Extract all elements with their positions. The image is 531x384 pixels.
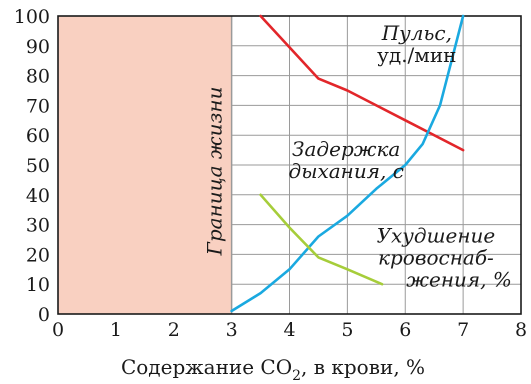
x-tick-label: 3 (226, 319, 238, 341)
blood-label-line: кровоснаб- (378, 245, 494, 269)
x-axis-label-text: Содержание CO (121, 355, 292, 379)
series-line-blood (259, 193, 384, 286)
y-tick-label: 40 (26, 185, 50, 207)
y-tick-label: 90 (26, 36, 50, 58)
x-tick-label: 1 (110, 319, 122, 341)
breath-label-line: Задержка (292, 137, 400, 161)
x-tick-label: 7 (457, 319, 469, 341)
y-tick-label: 50 (26, 155, 50, 177)
x-tick-label: 5 (341, 319, 353, 341)
x-tick-label: 8 (515, 319, 527, 341)
x-axis-label-tail: , в крови, % (301, 355, 425, 379)
series-line-breath (230, 14, 465, 313)
y-tick-label: 20 (26, 244, 50, 266)
x-axis-label-subscript: 2 (292, 368, 301, 384)
pulse-label-line: Пульс, (381, 21, 452, 45)
x-tick-label: 0 (52, 319, 64, 341)
x-tick-label: 2 (168, 319, 180, 341)
x-tick-label: 6 (399, 319, 411, 341)
tick-labels: 0 10 20 30 40 50 60 70 80 90 100 0 1 2 3 4 5 6 7 8 (14, 6, 527, 341)
y-tick-label: 70 (26, 95, 50, 117)
y-tick-label: 0 (38, 304, 50, 326)
blood-label-line: жения, % (406, 267, 512, 291)
x-axis-label: Содержание CO2, в крови, % (121, 355, 425, 384)
y-tick-label: 30 (26, 215, 50, 237)
y-tick-label: 80 (26, 66, 50, 88)
pulse-label-line: уд./мин (377, 43, 456, 67)
y-tick-label: 100 (14, 6, 50, 28)
x-tick-label: 4 (283, 319, 295, 341)
life-boundary-label: Граница жизни (203, 87, 227, 257)
life-boundary-zone (58, 16, 232, 314)
plot-frame (57, 15, 522, 315)
blood-label-line: Ухудшение (377, 223, 496, 247)
y-tick-label: 60 (26, 125, 50, 147)
breath-label-line: дыхания, с (289, 159, 404, 183)
series-lines (230, 14, 465, 313)
series-line-pulse (259, 14, 465, 152)
y-tick-label: 10 (26, 274, 50, 296)
